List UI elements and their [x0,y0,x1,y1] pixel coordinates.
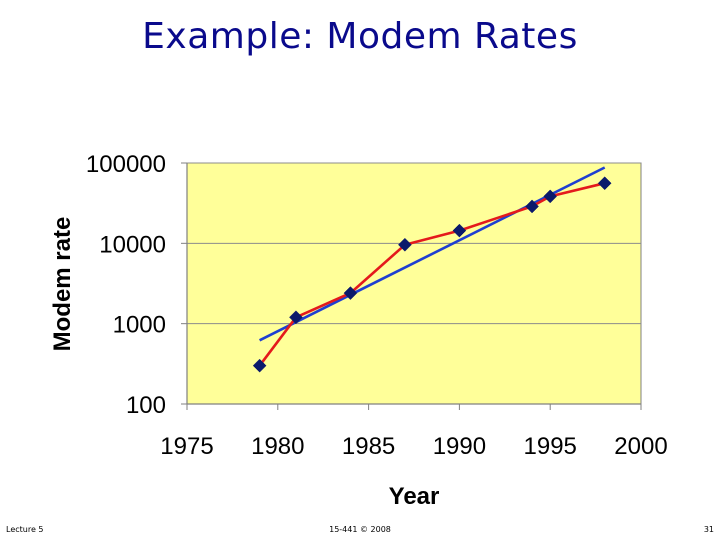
data-point-1995 [543,189,558,204]
data-point-1994 [525,199,539,214]
data-point-1979 [252,358,267,373]
axes [181,162,642,410]
y-tick-label-10000: 10000 [99,231,166,258]
y-axis-label: Modem rate [49,217,76,352]
data-point-1981 [289,310,303,325]
y-tick-label-100000: 100000 [86,151,166,178]
x-tick-label-2000: 2000 [614,433,667,460]
y-tick-label-100: 100 [126,392,166,419]
series-layer [252,166,612,373]
data-point-1998 [597,176,612,191]
x-tick-label-1980: 1980 [251,433,304,460]
y-tick-label-1000: 1000 [113,312,166,339]
footer-lecture: Lecture 5 [6,525,44,534]
data-point-1984 [343,286,358,300]
x-axis-label: Year [389,483,440,510]
footer-course: 15-441 © 2008 [329,525,391,534]
data-point-1987 [398,237,412,252]
tick-labels: 1975 1980 1985 1990 1995 2000 100 1000 10000 1000… [86,151,668,460]
x-tick-label-1985: 1985 [342,433,395,460]
x-tick-label-1975: 1975 [160,433,213,460]
x-tick-label-1995: 1995 [524,433,577,460]
data-point-1990 [452,223,467,238]
x-tick-label-1990: 1990 [433,433,486,460]
footer-page-number: 31 [703,525,714,534]
slide-title: Example: Modem Rates [142,16,578,57]
